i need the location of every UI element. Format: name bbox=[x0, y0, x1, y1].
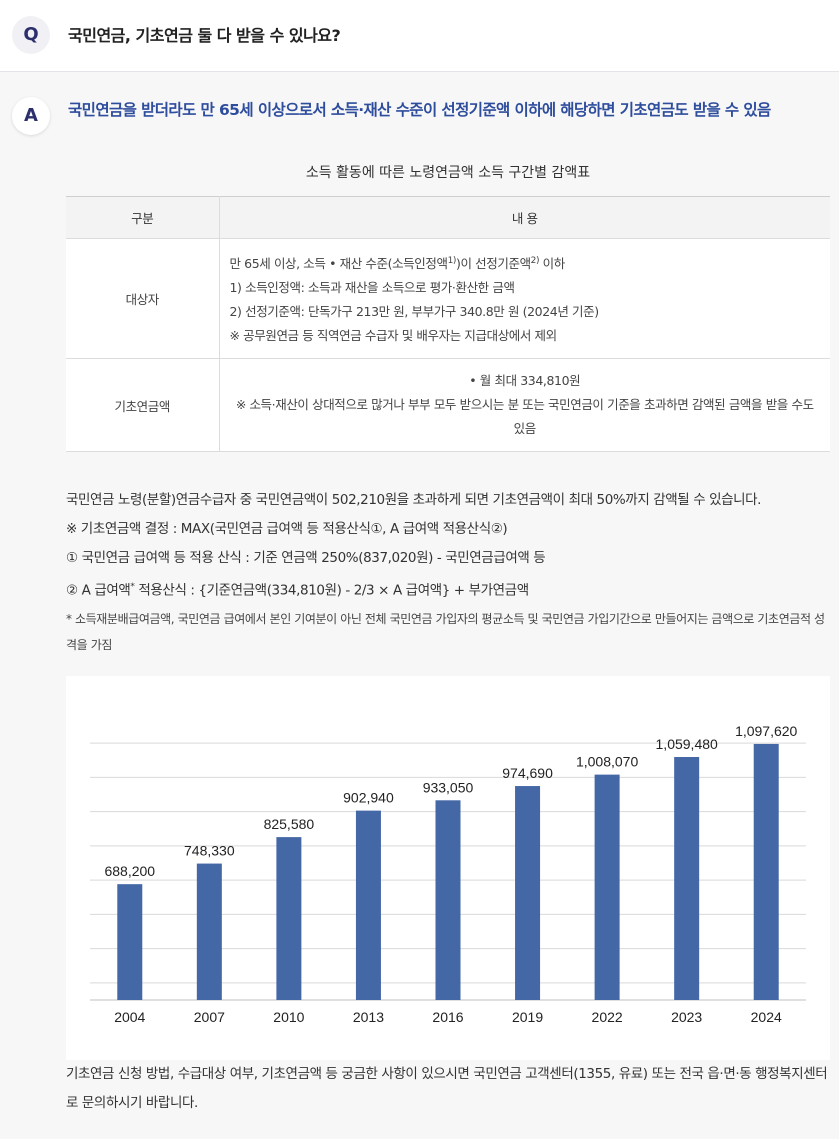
value-label-2023: 1,059,480 bbox=[656, 736, 718, 752]
value-label-2013: 902,940 bbox=[343, 790, 394, 806]
tick-label-2004: 2004 bbox=[114, 1009, 145, 1025]
question-text[interactable]: 국민연금, 기초연금 둘 다 받을 수 있나요? bbox=[68, 26, 341, 45]
bar-2024 bbox=[753, 743, 779, 1000]
row-content-target: 만 65세 이상, 소득 • 재산 수준(소득인정액1))이 선정기준액2) 이… bbox=[219, 238, 830, 360]
formula-line-1: ① 국민연금 급여액 등 적용 산식 : 기준 연금액 250%(837,020… bbox=[66, 550, 546, 566]
header-category: 구분 bbox=[66, 196, 220, 239]
header-content: 내 용 bbox=[219, 196, 830, 239]
bar-2004 bbox=[117, 884, 143, 1000]
answer-headline: 국민연금을 받더라도 만 65세 이상으로서 소득·재산 수준이 선정기준액 이… bbox=[68, 101, 771, 119]
chart-svg: 688,200 2004 748,330 2007 825,580 2010 902,940… bbox=[90, 723, 806, 1025]
contact-info: 기초연금 신청 방법, 수급대상 여부, 기초연금액 등 궁금한 사항이 있으시… bbox=[66, 1066, 828, 1111]
value-label-2016: 933,050 bbox=[423, 779, 474, 795]
value-label-2004: 688,200 bbox=[104, 863, 155, 879]
table-header-row: 구분 내 용 bbox=[66, 196, 830, 239]
bar-2022 bbox=[594, 774, 620, 1000]
bar-2013 bbox=[355, 810, 381, 1000]
bar-2007 bbox=[196, 863, 222, 1000]
tick-label-2024: 2024 bbox=[751, 1009, 782, 1025]
amount-line-2: ※ 소득·재산이 상대적으로 많거나 부부 모두 받으시는 분 또는 국민연금이… bbox=[235, 397, 814, 437]
info-table: 구분 내 용 대상자 만 65세 이상, 소득 • 재산 수준(소득인정액1))… bbox=[66, 196, 830, 453]
value-label-2007: 748,330 bbox=[184, 843, 235, 859]
amount-line-1: • 월 최대 334,810원 bbox=[469, 373, 581, 389]
answer-badge: A bbox=[12, 97, 50, 135]
table-row: 기초연금액 • 월 최대 334,810원 ※ 소득·재산이 상대적으로 많거나… bbox=[66, 358, 830, 453]
row-label-amount: 기초연금액 bbox=[66, 358, 220, 453]
question-badge: Q bbox=[12, 16, 50, 54]
footnote: * 소득재분배급여금액, 국민연금 급여에서 본인 기여분이 아닌 전체 국민연… bbox=[66, 611, 825, 652]
bar-2023 bbox=[674, 757, 700, 1000]
tick-label-2013: 2013 bbox=[353, 1009, 384, 1025]
value-label-2024: 1,097,620 bbox=[735, 723, 797, 739]
row-label-target: 대상자 bbox=[66, 238, 220, 360]
tick-label-2022: 2022 bbox=[592, 1009, 623, 1025]
target-line-2: 1) 소득인정액: 소득과 재산을 소득으로 평가·환산한 금액 bbox=[229, 280, 515, 296]
value-label-2019: 974,690 bbox=[502, 765, 553, 781]
formula-line-2: ② A 급여액* 적용산식 : {기준연금액(334,810원) - 2/3 ×… bbox=[66, 582, 529, 599]
explanation-para: 국민연금 노령(분할)연금수급자 중 국민연금액이 502,210원을 초과하게… bbox=[66, 492, 762, 508]
tick-label-2016: 2016 bbox=[432, 1009, 463, 1025]
table-title: 소득 활동에 따른 노령연금액 소득 구간별 감액표 bbox=[305, 165, 591, 181]
target-line-3: 2) 선정기준액: 단독가구 213만 원, 부부가구 340.8만 원 (20… bbox=[229, 304, 600, 320]
tick-label-2007: 2007 bbox=[194, 1009, 225, 1025]
target-line-4: ※ 공무원연금 등 직역연금 수급자 및 배우자는 지급대상에서 제외 bbox=[229, 328, 558, 344]
tick-label-2010: 2010 bbox=[273, 1009, 304, 1025]
value-label-2010: 825,580 bbox=[264, 816, 315, 832]
tick-label-2019: 2019 bbox=[512, 1009, 543, 1025]
table-row: 대상자 만 65세 이상, 소득 • 재산 수준(소득인정액1))이 선정기준액… bbox=[66, 238, 830, 360]
explanation-block: 국민연금 노령(분할)연금수급자 중 국민연금액이 502,210원을 초과하게… bbox=[66, 486, 830, 658]
bar-2019 bbox=[515, 786, 541, 1000]
bar-chart: 688,200 2004 748,330 2007 825,580 2010 902,940… bbox=[66, 676, 830, 1060]
bar-2016 bbox=[435, 800, 461, 1000]
row-content-amount: • 월 최대 334,810원 ※ 소득·재산이 상대적으로 많거나 부부 모두… bbox=[219, 358, 830, 453]
value-label-2022: 1,008,070 bbox=[576, 754, 638, 770]
target-line-1: 만 65세 이상, 소득 • 재산 수준(소득인정액1))이 선정기준액2) 이… bbox=[229, 256, 566, 272]
bar-2010 bbox=[276, 837, 302, 1000]
formula-line: ※ 기초연금액 결정 : MAX(국민연금 급여액 등 적용산식①, A 급여액… bbox=[66, 521, 508, 537]
tick-label-2023: 2023 bbox=[671, 1009, 702, 1025]
question-row[interactable]: Q 국민연금, 기초연금 둘 다 받을 수 있나요? bbox=[0, 0, 839, 72]
